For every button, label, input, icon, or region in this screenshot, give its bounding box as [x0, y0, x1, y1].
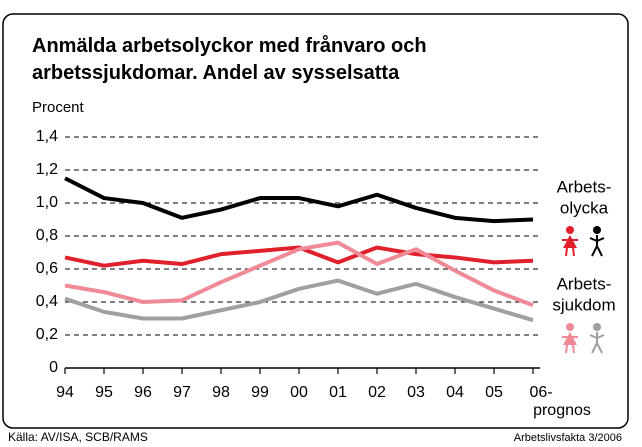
- series-line: [64, 176, 534, 224]
- y-tick-label: 0,8: [36, 227, 58, 244]
- x-tick-label: 95: [95, 384, 113, 401]
- legend-label: Arbets-: [557, 274, 612, 293]
- y-tick-label: 0,4: [36, 293, 58, 310]
- x-tick-label: 05: [485, 384, 503, 401]
- chart-title: Anmälda arbetsolyckor med frånvaro och: [32, 34, 427, 57]
- y-tick-label: 0,6: [36, 260, 58, 277]
- legend-icon-female: [562, 323, 578, 354]
- y-tick-label: 1,4: [36, 128, 58, 145]
- legend-label: olycka: [560, 198, 609, 217]
- x-tick-label: 94: [56, 384, 74, 401]
- legend-icon-male: [589, 226, 605, 257]
- x-tick-label: 98: [212, 384, 230, 401]
- x-tick-label: 02: [368, 384, 386, 401]
- y-tick-label: 1,0: [36, 194, 58, 211]
- credit: Arbetslivsfakta 3/2006: [514, 432, 622, 444]
- source: Källa: AV/ISA, SCB/RAMS: [8, 430, 148, 444]
- y-tick-label: 0,2: [36, 326, 58, 343]
- x-tick-label: 04: [446, 384, 464, 401]
- series-line: [64, 240, 534, 308]
- y-tick-label: 0: [49, 359, 58, 376]
- frame: [2, 13, 629, 429]
- legend-icon-male: [589, 323, 605, 354]
- x-tick-label: 96: [134, 384, 152, 401]
- chart-title: arbetssjukdomar. Andel av sysselsatta: [32, 62, 400, 84]
- x-tick-label: 03: [407, 384, 425, 401]
- x-note: prognos: [533, 402, 591, 419]
- legend-label: sjukdom: [552, 295, 615, 314]
- x-tick-label: 97: [173, 384, 191, 401]
- x-tick-label: 06-: [529, 384, 552, 401]
- y-axis-label: Procent: [32, 99, 85, 116]
- legend-label: Arbets-: [557, 177, 612, 196]
- x-tick-label: 01: [329, 384, 347, 401]
- y-tick-label: 1,2: [36, 161, 58, 178]
- series-line: [64, 278, 534, 323]
- legend-icon-female: [562, 226, 578, 257]
- x-tick-label: 00: [290, 384, 308, 401]
- x-tick-label: 99: [251, 384, 269, 401]
